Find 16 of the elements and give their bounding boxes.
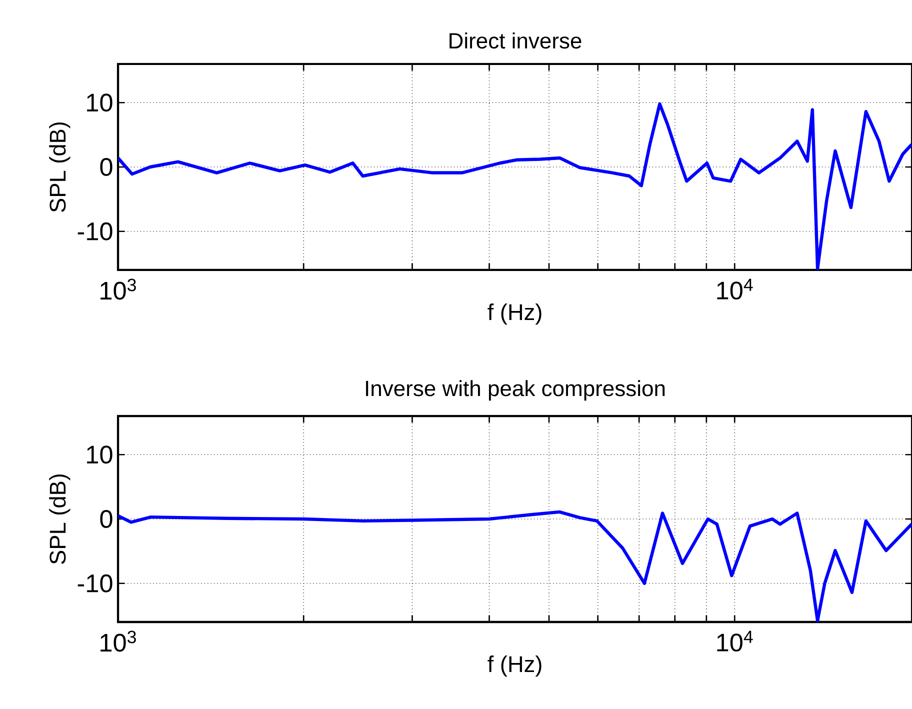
x-axis-title: f (Hz) <box>488 304 542 325</box>
y-tick-label: 0 <box>100 158 112 176</box>
y-tick-label: 10 <box>87 446 112 464</box>
x-tick-label: 10$^{4}$ <box>717 278 753 300</box>
x-axis-title: f (Hz) <box>488 656 542 677</box>
chart-title: Direct inverse <box>450 32 582 49</box>
y-tick-label: -10 <box>78 574 112 592</box>
x-tick-label: 10$^{3}$ <box>100 630 136 652</box>
y-tick-label: 10 <box>87 94 112 112</box>
y-axis-title: SPL (dB) <box>49 122 70 212</box>
x-tick-label: 10$^{4}$ <box>717 630 753 652</box>
y-tick-label: 0 <box>100 510 112 528</box>
y-tick-label: -10 <box>78 222 112 240</box>
chart-title: Inverse with peak compression <box>366 380 665 401</box>
x-tick-label: 10$^{3}$ <box>100 278 136 300</box>
y-axis-title: SPL (dB) <box>49 474 70 564</box>
